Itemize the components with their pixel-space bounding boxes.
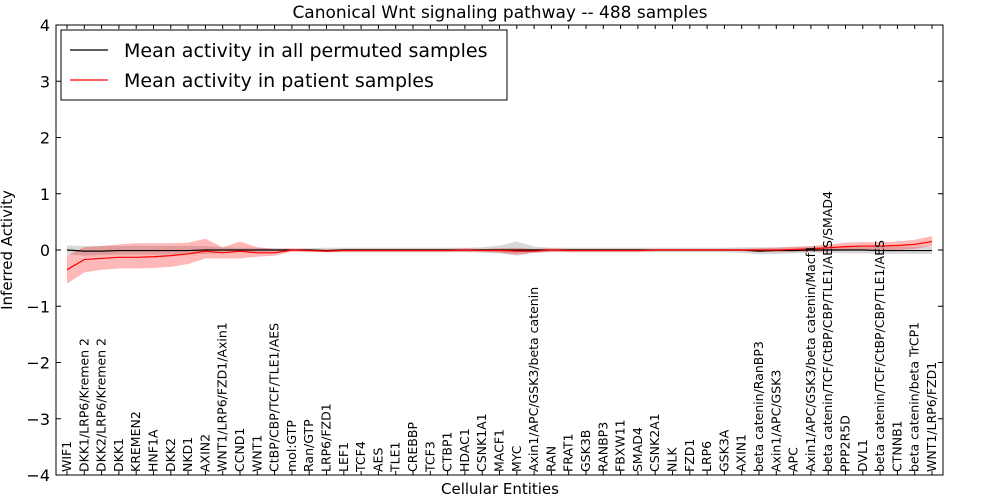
- x-tick-label: GSK3A: [716, 429, 731, 472]
- x-tick-label: RANBP3: [595, 422, 610, 472]
- x-tick-label: RAN: [543, 446, 558, 472]
- y-tick-label: −4: [26, 466, 50, 485]
- x-tick-label: LRP6: [699, 441, 714, 472]
- x-tick-label: APC: [786, 447, 801, 472]
- x-tick-label: CSNK1A1: [474, 413, 489, 472]
- x-tick-label: beta catenin/TCF/CtBP/CBP/TLE1/AES/SMAD4: [820, 191, 835, 472]
- x-tick-label: Axin1/APC/GSK3/beta catenin/Macf1: [803, 245, 818, 472]
- x-tick-label: FBXW11: [613, 419, 628, 472]
- y-tick-label: 0: [40, 241, 50, 260]
- x-tick-label: DKK1/LRP6/Kremen 2: [76, 338, 91, 472]
- y-tick-label: 4: [40, 16, 50, 35]
- x-tick-label: NKD1: [180, 437, 195, 472]
- legend: Mean activity in all permuted samples Me…: [60, 29, 508, 101]
- x-tick-label: CSNK2A1: [647, 413, 662, 472]
- x-tick-label: mol:GTP: [284, 420, 299, 472]
- x-tick-label: Axin1/APC/GSK3/beta catenin: [526, 287, 541, 472]
- legend-box: [60, 29, 508, 101]
- x-tick-labels: WIF1 DKK1/LRP6/Kremen 2 DKK2/LRP6/Kremen 2…: [59, 191, 939, 473]
- y-tick-label: 2: [40, 129, 50, 148]
- axis-ticks: −4 −3 −2 −1 0 1 2 3 4: [26, 16, 943, 485]
- x-tick-label: CTBP1: [440, 432, 455, 472]
- legend-label-permuted: Mean activity in all permuted samples: [124, 40, 487, 62]
- x-tick-label: TLE1: [388, 442, 403, 473]
- y-axis-label: Inferred Activity: [0, 190, 16, 310]
- x-tick-label: DKK2/LRP6/Kremen 2: [94, 338, 109, 472]
- x-tick-label: DKK1: [111, 438, 126, 472]
- legend-label-patient: Mean activity in patient samples: [124, 70, 434, 92]
- x-tick-label: LEF1: [336, 442, 351, 472]
- band-permuted: [67, 241, 932, 256]
- x-tick-label: GSK3B: [578, 430, 593, 472]
- x-tick-label: HDAC1: [457, 428, 472, 472]
- y-tick-label: −3: [26, 410, 50, 429]
- x-tick-label: Ran/GTP: [301, 419, 316, 472]
- x-tick-label: AXIN2: [197, 434, 212, 472]
- x-tick-label: DVL1: [855, 439, 870, 472]
- x-tick-label: DKK2: [163, 438, 178, 472]
- x-tick-label: MACF1: [492, 429, 507, 472]
- x-tick-label: beta catenin/TCF/CtBP/CBP/TLE1/AES: [872, 240, 887, 472]
- x-tick-label: CTNNB1: [889, 420, 904, 472]
- x-tick-label: SMAD4: [630, 427, 645, 472]
- x-tick-label: Axin1/APC/GSK3: [768, 370, 783, 472]
- x-tick-label: AXIN1: [734, 434, 749, 472]
- x-tick-label: TCF4: [353, 441, 368, 473]
- y-tick-label: −1: [26, 297, 50, 316]
- chart-title: Canonical Wnt signaling pathway -- 488 s…: [292, 3, 707, 23]
- x-tick-label: FZD1: [682, 439, 697, 472]
- series-lines: [66, 240, 933, 271]
- x-tick-label: CREBBP: [405, 422, 420, 472]
- line-patient: [66, 240, 933, 271]
- x-tick-label: WIF1: [59, 441, 74, 472]
- x-tick-label: NLK: [665, 447, 680, 472]
- x-tick-label: FRAT1: [561, 433, 576, 472]
- x-tick-label: TCF3: [422, 441, 437, 473]
- y-tick-label: −2: [26, 354, 50, 373]
- y-tick-label: 1: [40, 185, 50, 204]
- x-tick-label: HNF1A: [146, 429, 161, 472]
- plot-frame: [55, 24, 944, 476]
- x-tick-label: beta catenin/beta TrCP1: [907, 322, 922, 472]
- x-tick-label: beta catenin/RanBP3: [751, 341, 766, 472]
- x-tick-label: AES: [370, 448, 385, 472]
- x-tick-label: LRP6/FZD1: [319, 403, 334, 472]
- x-tick-label: MYC: [509, 445, 524, 472]
- x-tick-label: WNT1/LRP6/FZD1/Axin1: [215, 322, 230, 472]
- x-tick-label: CCND1: [232, 428, 247, 472]
- x-tick-label: WNT1/LRP6/FZD1: [924, 362, 939, 472]
- confidence-bands: [67, 235, 932, 284]
- x-tick-label: KREMEN2: [128, 411, 143, 472]
- y-tick-label: 3: [40, 72, 50, 91]
- x-axis-label: Cellular Entities: [441, 480, 559, 498]
- x-tick-label: PPP2R5D: [838, 415, 853, 472]
- x-tick-label: CtBP/CBP/TCF/TLE1/AES: [267, 323, 282, 472]
- x-tick-label: WNT1: [249, 435, 264, 472]
